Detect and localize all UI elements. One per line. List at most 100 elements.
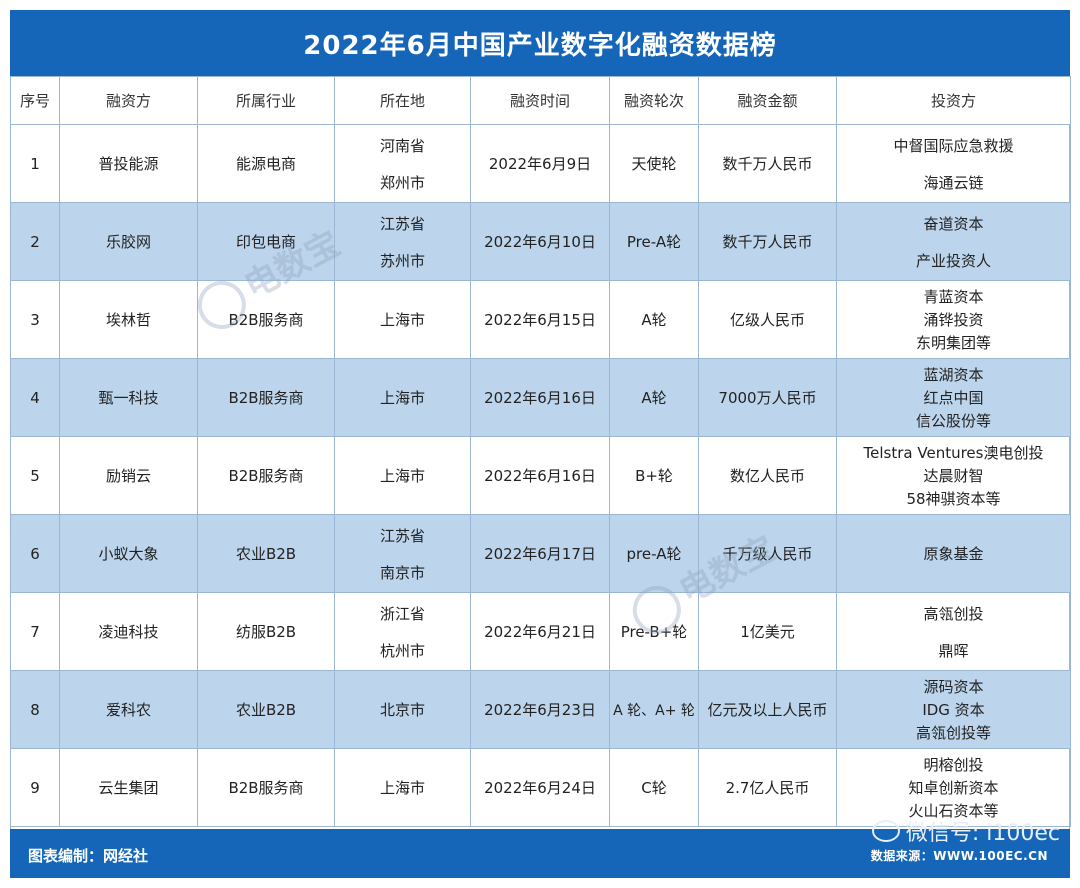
cell-investors: 蓝湖资本红点中国信公股份等	[836, 358, 1071, 437]
cell-industry: B2B服务商	[197, 280, 335, 359]
table-header-row: 序号 融资方 所属行业 所在地 融资时间 融资轮次 融资金额 投资方	[10, 76, 1071, 125]
column-header: 融资方	[59, 76, 198, 125]
wechat-badge: 微信号: i100ec	[871, 815, 1060, 847]
cell-no: 9	[10, 748, 60, 827]
cell-round: Pre-B+轮	[609, 592, 699, 671]
cell-round: A 轮、A+ 轮	[609, 670, 699, 749]
cell-investors: 奋道资本 产业投资人	[836, 202, 1071, 281]
table-row: 2 乐胶网 印包电商 江苏省 苏州市 2022年6月10日 Pre-A轮 数千万人…	[10, 202, 1071, 281]
cell-location: 浙江省 杭州市	[334, 592, 471, 671]
cell-date: 2022年6月16日	[470, 436, 610, 515]
cell-round: A轮	[609, 280, 699, 359]
cell-industry: 农业B2B	[197, 670, 335, 749]
cell-amount: 千万级人民币	[698, 514, 837, 593]
cell-date: 2022年6月24日	[470, 748, 610, 827]
cell-company: 云生集团	[59, 748, 198, 827]
cell-company: 爱科农	[59, 670, 198, 749]
cell-investors: Telstra Ventures澳电创投 达晨财智 58神骐资本等	[836, 436, 1071, 515]
investor-line: 鼎晖	[938, 641, 969, 660]
investor-line: 达晨财智	[923, 467, 984, 485]
cell-industry: 纺服B2B	[197, 592, 335, 671]
cell-location: 上海市	[334, 358, 471, 437]
cell-no: 2	[10, 202, 60, 281]
location-line: 浙江省	[379, 604, 425, 623]
cell-company: 小蚁大象	[59, 514, 198, 593]
wechat-id: 微信号: i100ec	[905, 821, 1060, 846]
column-header: 融资时间	[470, 76, 610, 125]
cell-location: 上海市	[334, 280, 471, 359]
investor-line: 高瓴创投等	[915, 724, 991, 742]
cell-amount: 亿级人民币	[698, 280, 837, 359]
cell-date: 2022年6月10日	[470, 202, 610, 281]
cell-amount: 1亿美元	[698, 592, 837, 671]
table-row: 4 甄一科技 B2B服务商 上海市 2022年6月16日 A轮 7000万人民币…	[10, 358, 1071, 437]
cell-industry: 能源电商	[197, 124, 335, 203]
column-header: 融资金额	[698, 76, 837, 125]
location-line: 江苏省	[379, 214, 425, 233]
cell-amount: 数千万人民币	[698, 124, 837, 203]
investor-line: 产业投资人	[915, 251, 991, 270]
cell-industry: 农业B2B	[197, 514, 335, 593]
cell-round: pre-A轮	[609, 514, 699, 593]
investor-line: 中督国际应急救援	[893, 136, 1014, 155]
table-row: 6 小蚁大象 农业B2B 江苏省 南京市 2022年6月17日 pre-A轮 千万…	[10, 514, 1071, 593]
investor-line: 涌铧投资	[923, 311, 984, 329]
investor-line: 奋道资本	[923, 214, 984, 233]
table-row: 5 励销云 B2B服务商 上海市 2022年6月16日 B+轮 数亿人民币 Te…	[10, 436, 1071, 515]
column-header: 所在地	[334, 76, 471, 125]
cell-amount: 7000万人民币	[698, 358, 837, 437]
cell-round: Pre-A轮	[609, 202, 699, 281]
location-line: 苏州市	[379, 251, 425, 270]
location-line: 河南省	[379, 136, 425, 155]
footer-credit: 图表编制：网经社	[28, 847, 149, 865]
cell-investors: 青蓝资本 涌铧投资 东明集团等	[836, 280, 1071, 359]
cell-company: 凌迪科技	[59, 592, 198, 671]
cell-company: 普投能源	[59, 124, 198, 203]
investor-line: 蓝湖资本	[923, 366, 984, 384]
cell-no: 5	[10, 436, 60, 515]
cell-company: 甄一科技	[59, 358, 198, 437]
cell-industry: 印包电商	[197, 202, 335, 281]
cell-company: 励销云	[59, 436, 198, 515]
cell-amount: 数亿人民币	[698, 436, 837, 515]
column-header: 所属行业	[197, 76, 335, 125]
cell-round: A轮	[609, 358, 699, 437]
cell-company: 埃林哲	[59, 280, 198, 359]
cell-location: 北京市	[334, 670, 471, 749]
investor-line: 58神骐资本等	[906, 490, 1001, 508]
cell-round: C轮	[609, 748, 699, 827]
cell-no: 1	[10, 124, 60, 203]
investor-line: 火山石资本等	[908, 802, 999, 820]
cell-date: 2022年6月16日	[470, 358, 610, 437]
investor-line: Telstra Ventures澳电创投	[863, 444, 1044, 462]
investor-line: 明榕创投	[923, 756, 984, 774]
cell-no: 3	[10, 280, 60, 359]
cell-date: 2022年6月23日	[470, 670, 610, 749]
cell-industry: B2B服务商	[197, 748, 335, 827]
investor-line: 信公股份等	[915, 412, 991, 430]
cell-location: 河南省 郑州市	[334, 124, 471, 203]
cell-date: 2022年6月17日	[470, 514, 610, 593]
column-header: 序号	[10, 76, 60, 125]
cell-investors: 源码资本 IDG 资本 高瓴创投等	[836, 670, 1071, 749]
location-line: 杭州市	[379, 641, 425, 660]
column-header: 投资方	[836, 76, 1071, 125]
table-row: 9 云生集团 B2B服务商 上海市 2022年6月24日 C轮 2.7亿人民币 …	[10, 748, 1071, 827]
location-line: 南京市	[379, 563, 425, 582]
column-header: 融资轮次	[609, 76, 699, 125]
cell-investors: 中督国际应急救援 海通云链	[836, 124, 1071, 203]
table-row: 1 普投能源 能源电商 河南省 郑州市 2022年6月9日 天使轮 数千万人民币 …	[10, 124, 1071, 203]
location-line: 郑州市	[379, 173, 425, 192]
cell-round: 天使轮	[609, 124, 699, 203]
cell-investors: 高瓴创投 鼎晖	[836, 592, 1071, 671]
cell-location: 上海市	[334, 436, 471, 515]
cell-amount: 数千万人民币	[698, 202, 837, 281]
cell-round: B+轮	[609, 436, 699, 515]
table-row: 8 爱科农 农业B2B 北京市 2022年6月23日 A 轮、A+ 轮 亿元及以…	[10, 670, 1071, 749]
investor-line: 海通云链	[923, 173, 984, 192]
financing-table: 序号 融资方 所属行业 所在地 融资时间 融资轮次 融资金额 投资方 1 普投能…	[10, 76, 1071, 827]
cell-date: 2022年6月15日	[470, 280, 610, 359]
investor-line: 红点中国	[923, 389, 984, 407]
wechat-icon	[871, 820, 900, 842]
table-row: 7 凌迪科技 纺服B2B 浙江省 杭州市 2022年6月21日 Pre-B+轮 1…	[10, 592, 1071, 671]
